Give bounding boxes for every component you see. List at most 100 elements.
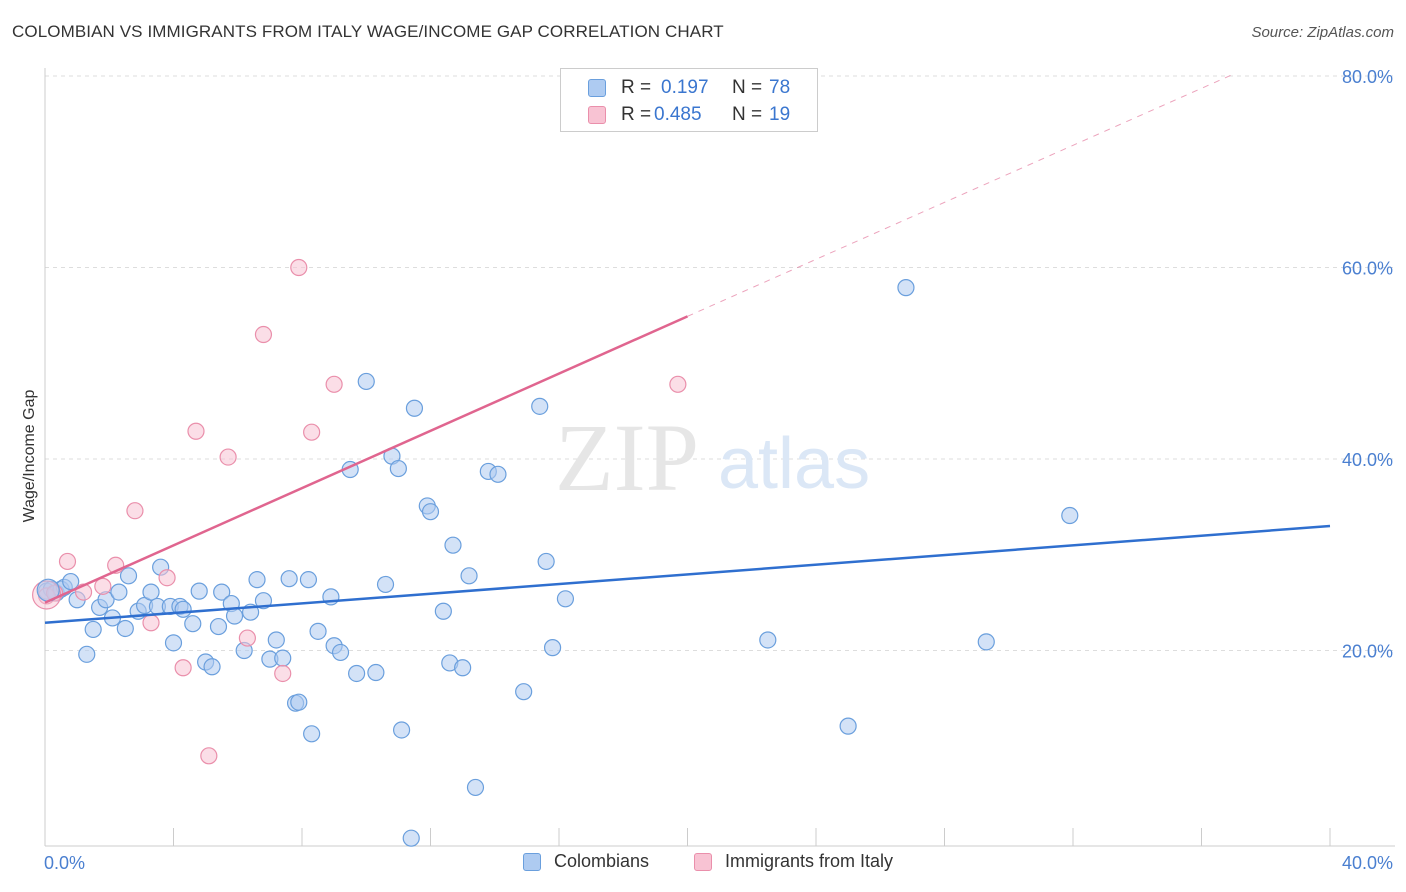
colombian-point <box>248 571 266 589</box>
colombian-point <box>164 634 183 652</box>
x-tick-label: 0.0% <box>44 853 85 873</box>
colombian-point <box>489 465 507 483</box>
legend-swatch-blue <box>588 79 606 97</box>
colombian-point <box>543 639 562 657</box>
colombian-point <box>110 583 128 601</box>
colombian-point <box>839 717 857 735</box>
colombian-point <box>331 643 350 662</box>
colombian-point <box>460 567 478 585</box>
colombian-point <box>174 600 192 618</box>
legend-row-colombians: R = 0.197 N = 78 <box>561 74 817 102</box>
colombian-point <box>280 570 298 588</box>
tick-labels: 20.0% 40.0% 60.0% 80.0% 0.0% 40.0% <box>44 67 1393 873</box>
colombian-point <box>225 607 244 625</box>
italy-point <box>254 325 273 344</box>
colombian-point <box>309 622 327 640</box>
legend-n-label: N = <box>732 77 763 98</box>
colombian-point <box>466 778 485 797</box>
colombian-point <box>78 645 96 663</box>
italy-point <box>325 375 343 393</box>
colombian-point <box>62 572 80 591</box>
x-tick-label: 40.0% <box>1342 853 1393 873</box>
colombian-point <box>434 602 452 620</box>
colombian-point <box>531 397 549 415</box>
colombian-point <box>348 664 366 683</box>
colombian-point <box>444 536 462 554</box>
legend-n-value: 19 <box>769 104 791 125</box>
watermark-zip: ZIP <box>555 404 699 511</box>
y-tick-label: 60.0% <box>1342 259 1393 279</box>
bottom-legend-swatch-pink <box>694 853 712 871</box>
bottom-legend-label: Immigrants from Italy <box>725 851 894 871</box>
legend-r-value: 0.485 <box>654 104 702 125</box>
italy-point <box>669 375 687 393</box>
bottom-legend-label: Colombians <box>554 851 650 871</box>
colombian-point <box>203 658 221 676</box>
colombian-point <box>119 567 138 585</box>
italy-point <box>58 552 77 571</box>
colombian-point <box>267 631 285 649</box>
italy-trend-line <box>44 315 689 604</box>
y-tick-label: 40.0% <box>1342 450 1393 470</box>
italy-trend-extension <box>687 73 1234 317</box>
y-tick-label: 20.0% <box>1342 642 1393 662</box>
colombian-point <box>759 631 777 649</box>
colombian-point <box>556 590 575 608</box>
italy-point <box>126 502 144 520</box>
colombian-point <box>190 582 208 600</box>
colombian-point <box>376 575 395 594</box>
legend-n-value: 78 <box>769 77 791 98</box>
data-points <box>32 258 1079 847</box>
colombians-trend-line <box>44 524 1331 624</box>
colombian-point <box>290 693 308 711</box>
legend: R = 0.197 N = 78 R = 0.485 N = 19 <box>560 68 818 132</box>
italy-point <box>94 577 112 595</box>
colombian-point <box>274 649 292 667</box>
italy-point <box>142 614 160 632</box>
watermark: ZIP atlas <box>555 404 870 511</box>
y-tick-label: 80.0% <box>1342 67 1393 87</box>
colombian-point <box>213 583 231 601</box>
italy-point <box>303 423 321 441</box>
chart-title: COLOMBIAN VS IMMIGRANTS FROM ITALY WAGE/… <box>12 22 724 41</box>
colombian-point <box>142 583 160 601</box>
colombian-point <box>421 503 440 521</box>
italy-point <box>174 659 192 677</box>
legend-r-label: R = <box>621 77 652 98</box>
colombian-point <box>357 372 375 391</box>
italy-point <box>238 629 256 647</box>
colombian-point <box>897 279 915 297</box>
colombian-point <box>454 659 472 677</box>
colombian-point <box>392 721 411 739</box>
colombian-point <box>389 459 407 478</box>
legend-row-italy: R = 0.485 N = 19 <box>561 101 817 129</box>
watermark-atlas: atlas <box>718 424 870 504</box>
italy-point <box>158 569 176 587</box>
colombian-point <box>405 399 424 417</box>
colombian-point <box>537 552 555 571</box>
colombian-point <box>299 571 318 589</box>
colombian-point <box>303 725 321 743</box>
colombian-point <box>977 633 995 651</box>
colombian-point <box>1061 506 1079 525</box>
legend-n-label: N = <box>732 104 763 125</box>
grid-lines <box>45 75 1395 651</box>
legend-r-value: 0.197 <box>661 77 709 98</box>
trend-lines <box>44 73 1331 624</box>
colombian-point <box>402 829 420 847</box>
colombian-point <box>515 683 533 701</box>
colombian-point <box>209 617 228 636</box>
italy-point <box>187 422 205 440</box>
colombian-point <box>367 663 385 682</box>
legend-swatch-pink <box>588 106 606 124</box>
bottom-legend-swatch-blue <box>523 853 541 871</box>
source-label: Source: ZipAtlas.com <box>1251 24 1394 41</box>
y-axis-label: Wage/Income Gap <box>21 390 38 523</box>
italy-point <box>274 664 292 683</box>
colombian-point <box>184 615 202 633</box>
colombian-point <box>116 619 134 638</box>
italy-point <box>200 747 218 765</box>
legend-r-label: R = <box>621 104 652 125</box>
colombian-point <box>254 592 273 610</box>
